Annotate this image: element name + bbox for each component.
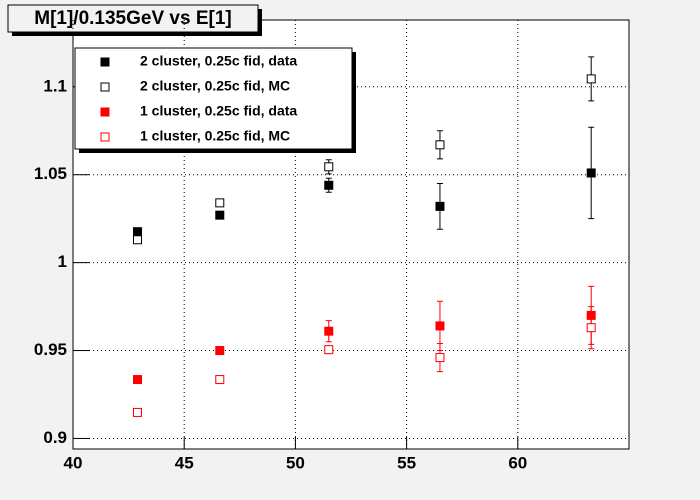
data-point bbox=[586, 323, 596, 333]
y-tick-label: 0.9 bbox=[43, 428, 67, 447]
legend-item: 2 cluster, 0.25c fid, MC bbox=[100, 78, 290, 94]
legend: 2 cluster, 0.25c fid, data 2 cluster, 0.2… bbox=[100, 53, 297, 144]
data-point bbox=[435, 353, 445, 363]
y-tick-label: 1 bbox=[58, 252, 67, 271]
legend-box bbox=[74, 47, 353, 150]
legend-marker bbox=[100, 82, 110, 92]
data-point bbox=[435, 321, 445, 331]
legend-label: 2 cluster, 0.25c fid, MC bbox=[140, 78, 290, 94]
data-point bbox=[215, 346, 225, 356]
x-tick-label: 60 bbox=[508, 453, 527, 472]
legend-item: 2 cluster, 0.25c fid, data bbox=[100, 53, 297, 69]
legend-label: 1 cluster, 0.25c fid, data bbox=[140, 103, 297, 119]
x-tick-label: 40 bbox=[64, 453, 83, 472]
data-point bbox=[132, 235, 142, 245]
data-point bbox=[324, 180, 334, 190]
x-tick-label: 50 bbox=[286, 453, 305, 472]
legend-marker bbox=[100, 107, 110, 117]
x-tick-label: 55 bbox=[397, 453, 416, 472]
legend-label: 1 cluster, 0.25c fid, MC bbox=[140, 128, 290, 144]
legend-marker bbox=[100, 57, 110, 67]
data-point bbox=[132, 407, 142, 417]
legend-marker bbox=[100, 132, 110, 142]
data-point bbox=[586, 168, 596, 178]
data-point bbox=[215, 198, 225, 208]
data-point bbox=[215, 210, 225, 220]
marks bbox=[132, 56, 596, 417]
legend-item: 1 cluster, 0.25c fid, MC bbox=[100, 128, 290, 144]
data-point bbox=[132, 375, 142, 385]
y-tick-label: 1.1 bbox=[43, 76, 67, 95]
legend-label: 2 cluster, 0.25c fid, data bbox=[140, 53, 297, 69]
chart-title: M[1]/0.135GeV vs E[1] bbox=[34, 8, 231, 29]
data-point bbox=[435, 140, 445, 150]
x-tick-label: 45 bbox=[175, 453, 194, 472]
legend-item: 1 cluster, 0.25c fid, data bbox=[100, 103, 297, 119]
y-tick-label: 1.05 bbox=[34, 164, 67, 183]
data-point bbox=[324, 345, 334, 355]
data-point bbox=[435, 201, 445, 211]
title-box bbox=[7, 4, 259, 33]
data-point bbox=[215, 375, 225, 385]
data-point bbox=[324, 162, 334, 172]
data-point bbox=[132, 227, 142, 237]
y-tick-label: 0.95 bbox=[34, 340, 67, 359]
data-point bbox=[586, 74, 596, 84]
data-point bbox=[324, 326, 334, 336]
